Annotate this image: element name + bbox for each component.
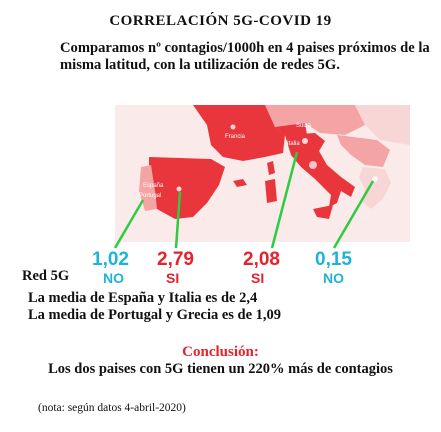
pointer-line-grecia bbox=[332, 180, 375, 249]
spain-shape bbox=[149, 157, 225, 219]
city-dot bbox=[372, 176, 378, 182]
red5g-grecia: NO bbox=[323, 270, 344, 286]
red-5g-label: Red 5G bbox=[22, 268, 70, 284]
intro-text: Comparamos nº contagios/1000h en 4 paise… bbox=[60, 40, 430, 73]
page-title: CORRELACIÓN 5G-COVID 19 bbox=[109, 13, 332, 29]
central-europe-region bbox=[265, 105, 365, 135]
value-italia: 2,08 bbox=[243, 249, 280, 270]
footnote: (nota: según datos 4-abril-2020) bbox=[38, 402, 186, 414]
value-espana: 2,79 bbox=[157, 249, 194, 270]
average-line-portugal-greece: La media de Portugal y Grecia es de 1,09 bbox=[28, 307, 282, 323]
greece-shape bbox=[359, 167, 391, 209]
africa-region bbox=[115, 233, 410, 242]
sardinia-shape bbox=[265, 179, 277, 203]
value-grecia: 0,15 bbox=[315, 249, 352, 270]
switzerland-shape bbox=[275, 123, 307, 137]
pointer-line-italia bbox=[270, 151, 299, 249]
pointer-line-portugal bbox=[113, 199, 145, 249]
corsica-shape bbox=[267, 161, 275, 175]
city-dot bbox=[176, 186, 182, 192]
red5g-italia: SI bbox=[251, 270, 265, 286]
map-label-italia: Italia bbox=[287, 141, 300, 147]
balkans-region bbox=[337, 135, 390, 167]
red5g-portugal: NO bbox=[103, 270, 124, 286]
europe-map: Francia Suiza Italia España Portugal bbox=[115, 105, 410, 242]
conclusion-title: Conclusión: bbox=[182, 344, 259, 360]
map-label-suiza: Suiza bbox=[296, 123, 312, 129]
italy-shape bbox=[285, 133, 355, 207]
pointer-line-espana bbox=[174, 191, 182, 249]
sicily-shape bbox=[313, 205, 333, 219]
red5g-espana: SI bbox=[166, 270, 180, 286]
map-label-portugal: Portugal bbox=[139, 193, 161, 199]
eastern-europe-region bbox=[355, 105, 410, 145]
average-line-spain-italy: La media de España y Italia es de 2,4 bbox=[28, 290, 258, 306]
balearic-islands bbox=[233, 179, 247, 187]
city-dot bbox=[302, 138, 308, 144]
value-portugal: 1,02 bbox=[92, 249, 129, 270]
map-label-francia: Francia bbox=[225, 134, 246, 140]
map-label-espana: España bbox=[143, 183, 164, 189]
france-shape bbox=[193, 105, 285, 161]
city-dot bbox=[230, 124, 236, 130]
conclusion-text: Los dos paises con 5G tienen un 220% más… bbox=[48, 361, 393, 377]
city-dot bbox=[309, 161, 317, 169]
portugal-shape bbox=[139, 165, 157, 211]
